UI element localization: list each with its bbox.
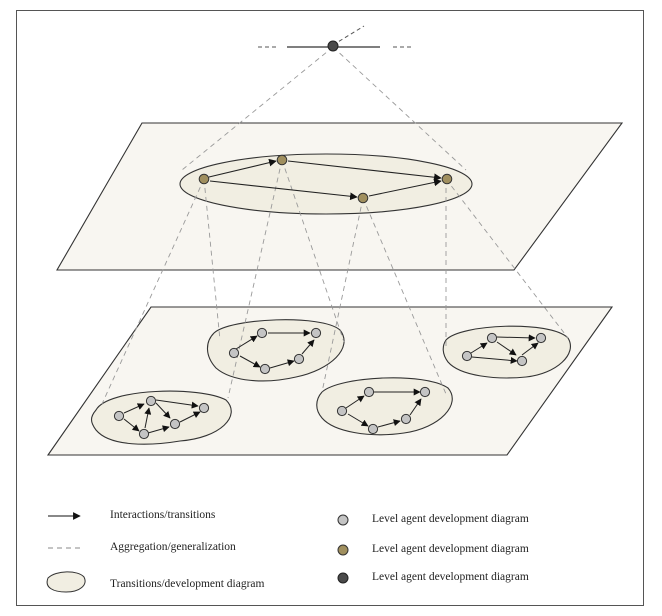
- top-node: [327, 40, 339, 52]
- middle-node: [198, 173, 210, 185]
- lower-node: [419, 386, 431, 398]
- lower-node: [367, 423, 379, 435]
- middle-node: [276, 154, 288, 166]
- middle-edges: [208, 158, 442, 201]
- legend-middle-node-label: Level agent development diagram: [372, 543, 529, 555]
- lower-edges: [123, 329, 539, 434]
- lower-node: [113, 410, 125, 422]
- lower-node: [259, 363, 271, 375]
- development-diagram-4: [442, 325, 571, 379]
- legend-symbols: [46, 512, 349, 593]
- legend-blob-symbol: [46, 571, 86, 593]
- legend-blob-label: Transitions/development diagram: [110, 578, 265, 590]
- lower-node: [486, 332, 498, 344]
- lower-node: [198, 402, 210, 414]
- legend-lower-node-label: Level agent development diagram: [372, 513, 529, 525]
- middle-nodes: [198, 154, 453, 204]
- lower-node: [363, 386, 375, 398]
- lower-node: [145, 395, 157, 407]
- legend-arrow-label: Interactions/transitions: [110, 509, 216, 521]
- legend-top-node-symbol: [337, 572, 349, 584]
- top-diagonal-dash: [332, 25, 365, 46]
- legend-dashed-label: Aggregation/generalization: [110, 541, 236, 553]
- lower-node: [400, 413, 412, 425]
- legend-top-node-label: Level agent development diagram: [372, 571, 529, 583]
- lower-node: [461, 350, 473, 362]
- lower-node: [256, 327, 268, 339]
- middle-node: [357, 192, 369, 204]
- middle-node: [441, 173, 453, 185]
- lower-nodes: [113, 327, 547, 440]
- lower-node: [516, 355, 528, 367]
- lower-node: [293, 353, 305, 365]
- legend-middle-node-symbol: [337, 544, 349, 556]
- middle-development-diagram: [179, 153, 473, 215]
- lower-node: [138, 428, 150, 440]
- lower-node: [169, 418, 181, 430]
- lower-node: [228, 347, 240, 359]
- legend-lower-node-symbol: [337, 514, 349, 526]
- lower-node: [535, 332, 547, 344]
- figure-frame: [16, 10, 644, 606]
- lower-node: [336, 405, 348, 417]
- lower-node: [310, 327, 322, 339]
- aggregation-lines: [101, 46, 569, 405]
